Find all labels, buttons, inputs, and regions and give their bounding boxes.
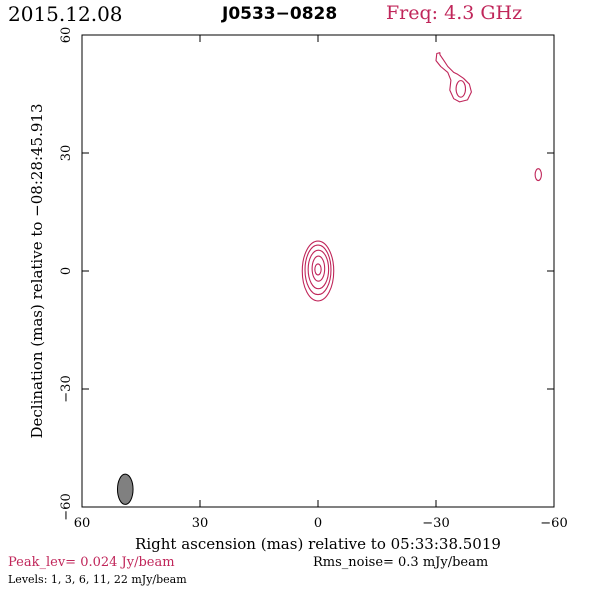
x-tick-label: −60	[540, 516, 567, 531]
feature-ne-contour	[435, 52, 472, 103]
x-axis-label: Right ascension (mas) relative to 05:33:…	[135, 535, 501, 553]
source-name: J0533−0828	[222, 4, 338, 24]
core-contour	[314, 263, 322, 276]
contour-group	[301, 52, 542, 302]
y-tick-label: −60	[59, 493, 74, 520]
y-tick-labels: 60 30 0 −30 −60	[59, 27, 74, 521]
y-axis-label: Declination (mas) relative to −08:28:45.…	[28, 103, 46, 438]
y-tick-label: 0	[59, 267, 74, 275]
x-tick-label: 0	[314, 516, 322, 531]
y-tick-label: −30	[59, 375, 74, 402]
observation-date: 2015.12.08	[8, 2, 123, 26]
beam-group	[116, 473, 134, 505]
feature-ne-inner-contour	[455, 80, 467, 98]
frequency-label: Freq: 4.3 GHz	[386, 2, 523, 24]
plot-frame	[81, 34, 555, 508]
core-contour	[307, 249, 330, 290]
core-contour	[311, 255, 326, 282]
core-contour	[304, 244, 332, 296]
x-tick-labels: 60 30 0 −30 −60	[74, 516, 568, 531]
y-tick-label: 60	[59, 27, 74, 44]
beam-ellipse	[116, 473, 134, 505]
axis-ticks	[81, 34, 555, 508]
x-tick-label: 60	[74, 516, 91, 531]
contour-levels: Levels: 1, 3, 6, 11, 22 mJy/beam	[8, 573, 187, 586]
core-contour	[301, 240, 335, 302]
x-tick-label: −30	[422, 516, 449, 531]
rms-noise: Rms_noise= 0.3 mJy/beam	[313, 555, 489, 570]
peak-level: Peak_lev= 0.024 Jy/beam	[8, 555, 175, 570]
x-tick-label: 30	[192, 516, 209, 531]
feature-e-contour	[534, 168, 542, 182]
y-tick-label: 30	[59, 145, 74, 162]
